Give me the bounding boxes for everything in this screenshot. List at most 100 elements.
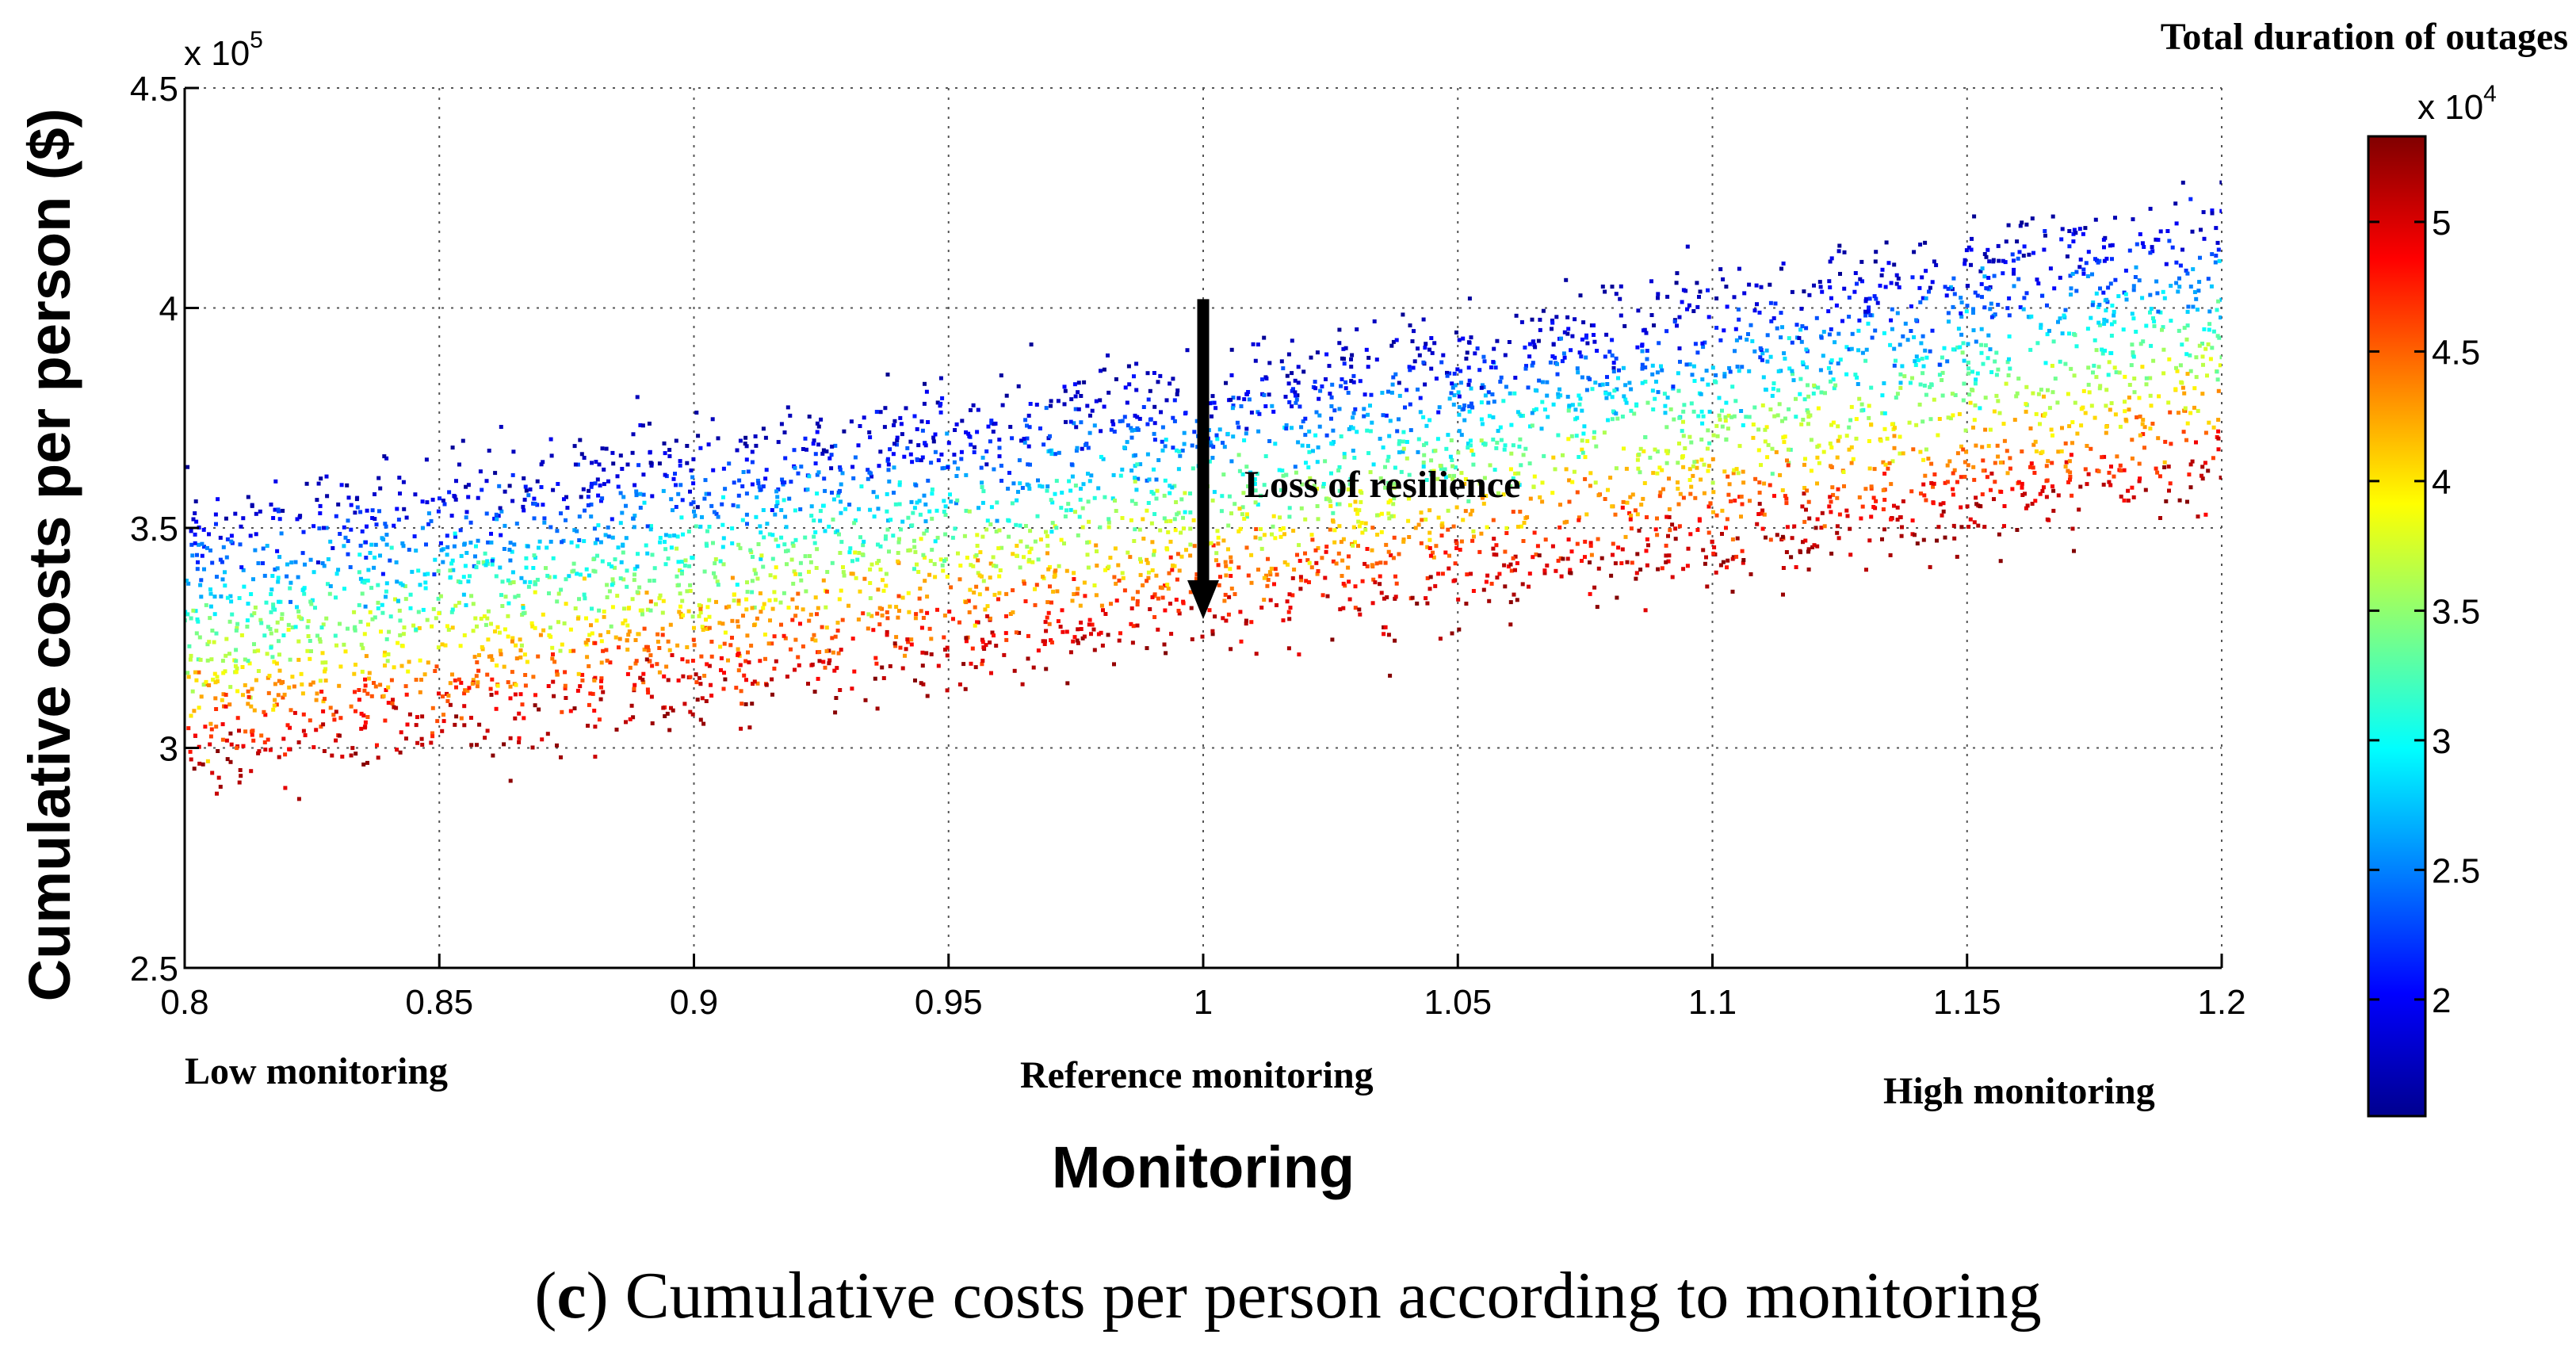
- scatter-point: [1550, 320, 1555, 325]
- scatter-point: [1403, 405, 1407, 410]
- scatter-point: [1078, 603, 1083, 608]
- scatter-point: [633, 572, 636, 577]
- scatter-point: [1294, 397, 1299, 402]
- scatter-point: [302, 586, 307, 591]
- scatter-point: [186, 581, 191, 586]
- scatter-point: [761, 606, 766, 610]
- scatter-point: [1559, 574, 1564, 579]
- scatter-point: [969, 563, 973, 568]
- scatter-point: [522, 508, 526, 513]
- scatter-point: [384, 456, 389, 461]
- scatter-point: [1263, 454, 1268, 458]
- scatter-point: [1324, 545, 1329, 549]
- scatter-point: [711, 541, 715, 545]
- scatter-point: [1611, 553, 1615, 557]
- scatter-point: [1778, 472, 1783, 477]
- scatter-point: [253, 548, 258, 553]
- scatter-point: [2131, 350, 2135, 354]
- scatter-point: [774, 565, 778, 570]
- scatter-point: [596, 523, 601, 528]
- scatter-point: [213, 680, 218, 685]
- scatter-point: [1019, 539, 1023, 544]
- scatter-point: [1674, 281, 1679, 285]
- scatter-point: [592, 526, 597, 531]
- scatter-point: [906, 640, 911, 644]
- scatter-point: [801, 607, 805, 612]
- scatter-point: [398, 618, 403, 623]
- scatter-point: [1457, 412, 1462, 417]
- scatter-point: [812, 534, 816, 539]
- scatter-point: [336, 502, 341, 507]
- scatter-point: [1724, 437, 1729, 442]
- scatter-point: [898, 645, 903, 650]
- scatter-point: [364, 556, 369, 560]
- scatter-point: [1284, 472, 1288, 477]
- scatter-point: [1040, 484, 1045, 489]
- scatter-point: [221, 545, 226, 549]
- scatter-point: [1008, 425, 1013, 429]
- scatter-point: [1677, 415, 1682, 420]
- scatter-point: [726, 658, 730, 663]
- scatter-point: [938, 401, 943, 406]
- scatter-point: [340, 755, 345, 759]
- scatter-point: [920, 663, 925, 668]
- scatter-point: [348, 565, 353, 569]
- scatter-point: [1575, 541, 1580, 546]
- scatter-point: [1844, 508, 1849, 513]
- scatter-point: [2024, 402, 2028, 407]
- scatter-point: [785, 549, 790, 553]
- scatter-point: [1351, 415, 1355, 420]
- scatter-point: [1226, 547, 1230, 552]
- scatter-point: [414, 549, 419, 553]
- scatter-point: [535, 479, 540, 484]
- scatter-point: [1449, 391, 1454, 396]
- scatter-point: [1714, 423, 1719, 428]
- scatter-point: [199, 595, 204, 599]
- scatter-point: [722, 671, 726, 675]
- scatter-point: [666, 556, 671, 561]
- scatter-point: [1695, 459, 1699, 464]
- scatter-point: [334, 709, 338, 714]
- scatter-point: [2056, 449, 2061, 454]
- scatter-point: [997, 528, 1002, 533]
- scatter-point: [510, 636, 515, 640]
- scatter-point: [1324, 377, 1328, 381]
- scatter-point: [1424, 441, 1428, 445]
- scatter-point: [377, 509, 381, 514]
- scatter-point: [387, 629, 392, 634]
- scatter-point: [1464, 356, 1469, 361]
- scatter-point: [742, 673, 747, 678]
- scatter-point: [1085, 540, 1090, 545]
- scatter-point: [587, 663, 591, 668]
- scatter-point: [1447, 566, 1451, 571]
- scatter-point: [1955, 554, 1959, 559]
- scatter-point: [1436, 515, 1441, 520]
- scatter-point: [759, 556, 763, 561]
- scatter-point: [352, 671, 357, 676]
- scatter-point: [586, 724, 590, 728]
- scatter-point: [1829, 464, 1833, 468]
- scatter-point: [644, 657, 649, 662]
- scatter-point: [1114, 598, 1119, 603]
- scatter-point: [965, 556, 969, 560]
- scatter-point: [640, 423, 645, 428]
- scatter-point: [488, 686, 493, 691]
- scatter-point: [1135, 462, 1140, 467]
- scatter-point: [831, 517, 835, 522]
- scatter-point: [1622, 394, 1626, 399]
- scatter-point: [1313, 386, 1318, 391]
- scatter-point: [2072, 228, 2077, 232]
- scatter-point: [1711, 490, 1716, 495]
- scatter-point: [893, 502, 898, 507]
- scatter-point: [750, 702, 755, 706]
- scatter-point: [1780, 419, 1784, 423]
- scatter-point: [1739, 495, 1744, 499]
- scatter-point: [308, 557, 313, 562]
- scatter-point: [645, 687, 650, 692]
- scatter-point: [250, 728, 255, 733]
- scatter-point: [2058, 275, 2062, 280]
- scatter-point: [304, 481, 309, 486]
- scatter-point: [821, 578, 826, 583]
- scatter-point: [1313, 433, 1318, 438]
- scatter-point: [649, 524, 653, 529]
